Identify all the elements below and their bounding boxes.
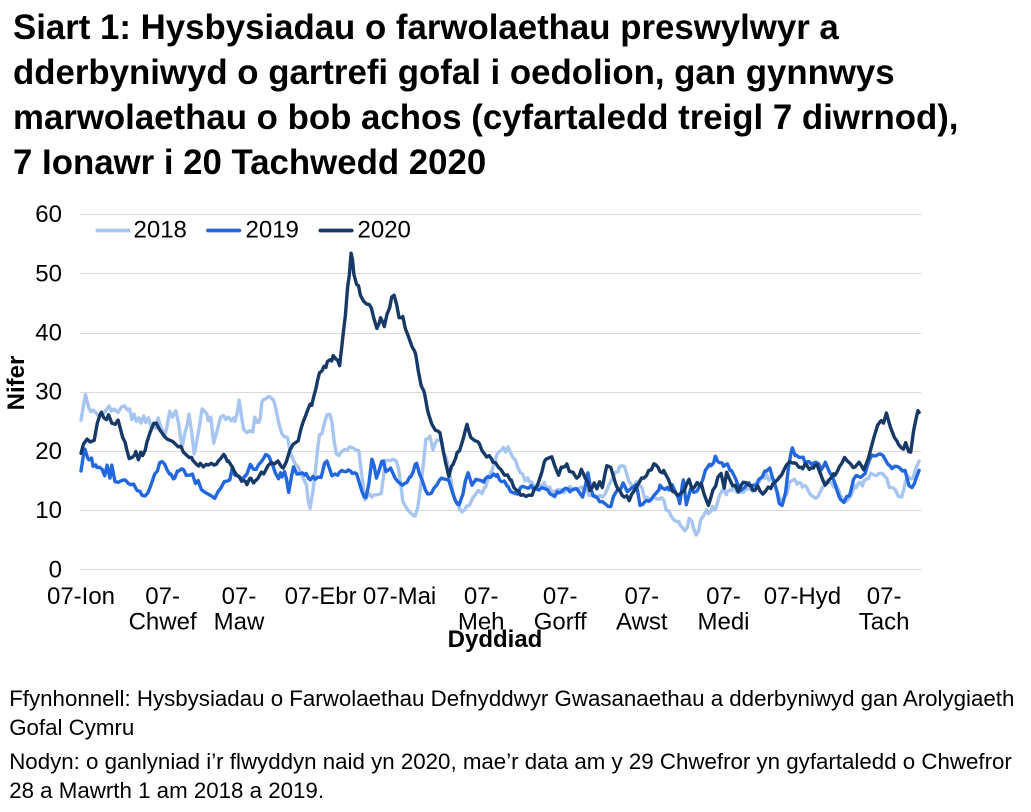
svg-text:07-: 07- [222, 583, 257, 610]
svg-text:07-Hyd: 07-Hyd [764, 583, 841, 610]
svg-text:Maw: Maw [214, 609, 265, 636]
svg-text:2020: 2020 [358, 216, 411, 243]
svg-text:40: 40 [35, 320, 62, 347]
svg-text:Medi: Medi [697, 609, 749, 636]
svg-text:07-: 07- [867, 583, 902, 610]
svg-text:07-Ebr: 07-Ebr [285, 583, 357, 610]
svg-text:2019: 2019 [246, 216, 299, 243]
svg-text:2018: 2018 [134, 216, 187, 243]
svg-text:07-: 07- [464, 583, 499, 610]
svg-text:07-: 07- [145, 583, 180, 610]
svg-text:07-: 07- [543, 583, 578, 610]
svg-text:07-Mai: 07-Mai [363, 583, 436, 610]
svg-text:50: 50 [35, 260, 62, 287]
svg-text:Awst: Awst [616, 609, 668, 636]
svg-text:07-: 07- [706, 583, 741, 610]
svg-text:Tach: Tach [859, 609, 910, 636]
svg-text:Dyddiad: Dyddiad [448, 626, 543, 653]
svg-text:07-: 07- [624, 583, 659, 610]
svg-text:0: 0 [49, 556, 62, 583]
svg-text:Nifer: Nifer [3, 356, 30, 411]
svg-text:Meh: Meh [458, 609, 505, 636]
svg-text:20: 20 [35, 438, 62, 465]
svg-text:07-Ion: 07-Ion [47, 583, 115, 610]
svg-text:60: 60 [35, 201, 62, 228]
svg-text:Gorff: Gorff [534, 609, 587, 636]
svg-text:10: 10 [35, 497, 62, 524]
svg-text:Chwef: Chwef [129, 609, 197, 636]
svg-text:30: 30 [35, 379, 62, 406]
